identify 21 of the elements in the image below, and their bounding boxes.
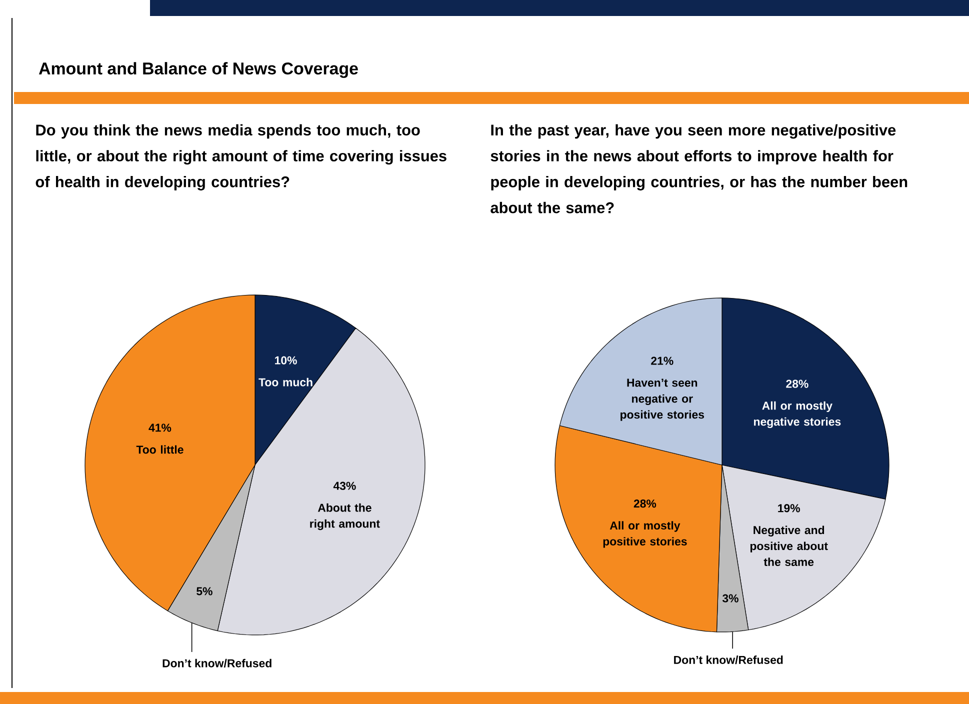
slice-label: Too much [258,378,312,386]
slice-label: Don’t know/Refused [162,658,272,668]
slice-label: All or mostly positive stories [603,521,687,548]
chart-title: Do you think the news media spends too much, too little, or about the right amount of time covering issues of health in developing countries? [36,124,446,190]
data-label: 10% [275,356,297,364]
slice-label: Negative and positive about the same [750,526,828,566]
data-label: 28% [634,500,656,508]
slice-label: About the right amount [310,503,380,530]
data-label: 19% [778,504,800,512]
chart-title: In the past year, have you seen more negative/positive stories in the news about efforts to improve health for people in developing countries, or has the number been about the same? [490,124,908,214]
data-label: 41% [148,424,172,432]
slice-label: Haven’t seen negative or positive stories [620,378,704,421]
data-label: 43% [333,482,356,490]
slice-label: All or mostly negative stories [754,401,841,428]
data-label: 28% [786,380,808,388]
data-label: 21% [651,356,674,365]
text: Amount and Balance of News Coverage [38,62,358,78]
data-label: 5% [196,587,212,596]
data-label: 3% [722,594,738,602]
slice-label: Too little [136,445,184,454]
slice-label: Don’t know/Refused [674,656,783,664]
